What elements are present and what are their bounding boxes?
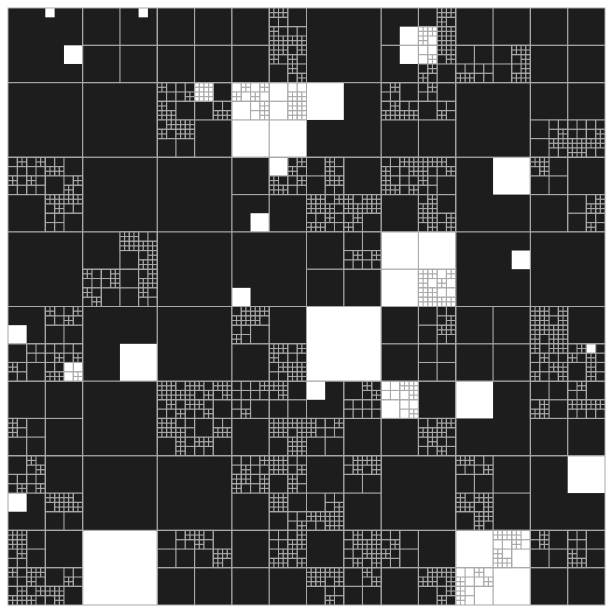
white-block — [82, 530, 158, 605]
grid-cell — [567, 567, 606, 606]
white-block — [8, 493, 27, 512]
white-block — [138, 8, 148, 18]
white-block — [63, 45, 83, 64]
white-block — [231, 287, 251, 307]
white-block — [455, 381, 494, 419]
white-block — [567, 455, 605, 494]
white-block — [269, 157, 288, 176]
white-block — [306, 82, 344, 120]
white-block — [45, 8, 55, 18]
quadtree-grid — [7, 7, 606, 606]
white-block — [306, 381, 326, 400]
white-block — [511, 250, 531, 270]
white-block — [586, 343, 596, 354]
white-block — [306, 306, 382, 382]
white-block — [250, 213, 270, 232]
white-block — [493, 157, 531, 195]
white-block — [8, 325, 27, 344]
white-block — [119, 343, 158, 382]
